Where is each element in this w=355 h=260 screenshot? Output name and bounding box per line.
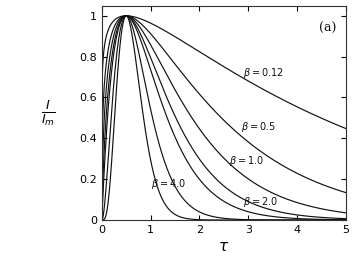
- Text: $\beta = 1.0$: $\beta = 1.0$: [229, 154, 264, 168]
- Text: $\beta = 0.5$: $\beta = 0.5$: [241, 120, 276, 134]
- Text: $\beta = 0.12$: $\beta = 0.12$: [244, 66, 284, 80]
- Text: $\frac{I}{I_m}$: $\frac{I}{I_m}$: [41, 98, 55, 128]
- Text: (a): (a): [319, 22, 337, 35]
- X-axis label: $\tau$: $\tau$: [218, 240, 229, 255]
- Text: $\beta = 2.0$: $\beta = 2.0$: [244, 195, 278, 209]
- Text: $\beta = 4.0$: $\beta = 4.0$: [151, 177, 186, 191]
